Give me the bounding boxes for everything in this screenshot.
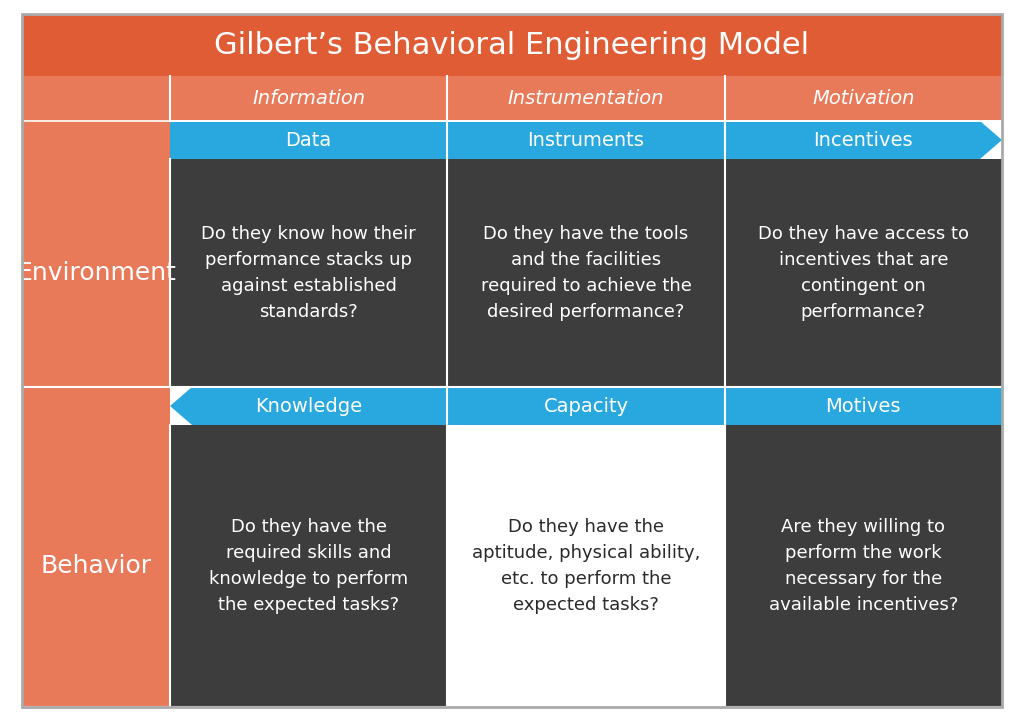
Text: Gilbert’s Behavioral Engineering Model: Gilbert’s Behavioral Engineering Model (214, 30, 810, 60)
Bar (447, 425, 725, 707)
Text: Behavior: Behavior (40, 554, 152, 578)
Text: Are they willing to
perform the work
necessary for the
available incentives?: Are they willing to perform the work nec… (769, 518, 958, 614)
Text: Motivation: Motivation (812, 89, 914, 108)
Bar (22, 76, 1002, 121)
Text: Do they have the
required skills and
knowledge to perform
the expected tasks?: Do they have the required skills and kno… (209, 518, 409, 614)
Bar (22, 425, 170, 707)
Text: Capacity: Capacity (544, 397, 629, 415)
Text: Do they have the
aptitude, physical ability,
etc. to perform the
expected tasks?: Do they have the aptitude, physical abil… (472, 518, 700, 614)
Bar (22, 387, 170, 425)
Text: Knowledge: Knowledge (255, 397, 362, 415)
Text: Do they have access to
incentives that are
contingent on
performance?: Do they have access to incentives that a… (758, 226, 969, 321)
Text: Do they have the tools
and the facilities
required to achieve the
desired perfor: Do they have the tools and the facilitie… (480, 226, 691, 321)
Text: Data: Data (286, 131, 332, 149)
Polygon shape (170, 387, 1002, 425)
Bar (170, 425, 447, 707)
Text: Instruments: Instruments (527, 131, 644, 149)
Bar (22, 121, 170, 159)
Bar (22, 159, 170, 387)
Bar (170, 159, 447, 387)
Text: Motives: Motives (825, 397, 901, 415)
Bar (725, 159, 1002, 387)
Bar (447, 159, 725, 387)
Bar (725, 425, 1002, 707)
Text: Do they know how their
performance stacks up
against established
standards?: Do they know how their performance stack… (202, 226, 416, 321)
Polygon shape (170, 121, 1002, 159)
Text: Environment: Environment (16, 261, 176, 285)
Text: Information: Information (252, 89, 366, 108)
Bar (22, 14, 1002, 76)
Text: Instrumentation: Instrumentation (508, 89, 665, 108)
Text: Incentives: Incentives (813, 131, 913, 149)
